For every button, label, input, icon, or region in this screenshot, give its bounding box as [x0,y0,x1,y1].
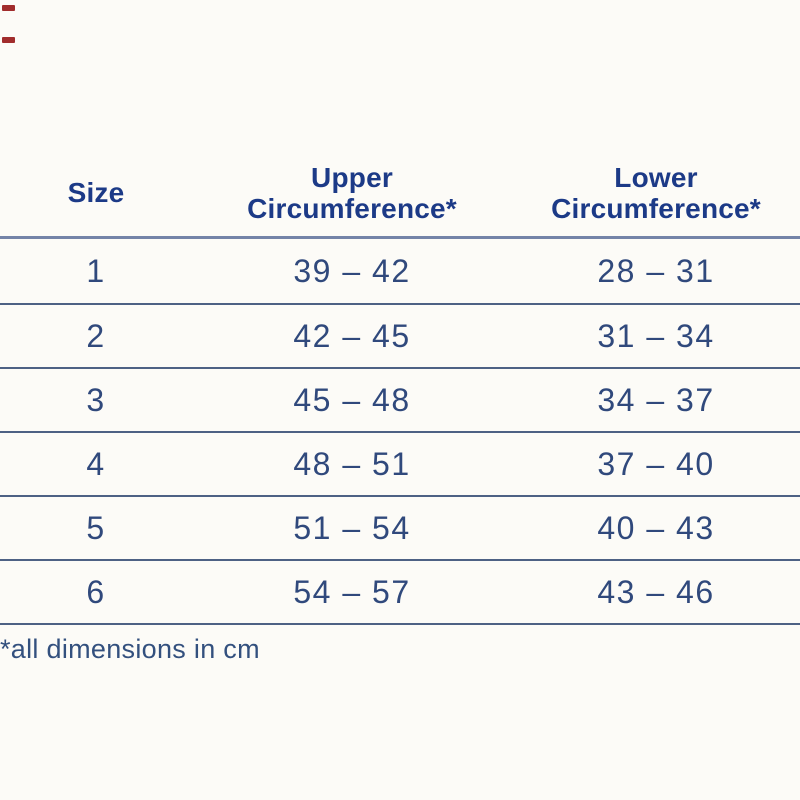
upper-circumference-cell: 51 – 54 [293,509,411,546]
table-body: 1 39 – 42 28 – 31 2 42 – 45 31 – 34 3 45… [0,236,800,625]
table-row: 2 42 – 45 31 – 34 [0,303,800,367]
lower-circumference-cell: 31 – 34 [597,317,715,354]
lower-circumference-cell: 43 – 46 [597,573,715,610]
column-header-lower-circumference: Lower Circumference* [551,161,761,224]
lower-circumference-cell: 40 – 43 [597,509,715,546]
red-crop-mark-top [2,5,15,11]
red-crop-mark-bottom [2,37,15,43]
lower-circumference-cell: 34 – 37 [597,381,715,418]
column-header-size: Size [67,177,125,209]
size-cell: 5 [86,509,106,546]
table-header-row: Size Upper Circumference* Lower Circumfe… [0,150,800,236]
upper-circumference-cell: 54 – 57 [293,573,411,610]
lower-circumference-cell: 37 – 40 [597,445,715,482]
size-cell: 1 [86,252,106,289]
dimensions-footnote: *all dimensions in cm [0,634,260,664]
table-row: 3 45 – 48 34 – 37 [0,367,800,431]
size-cell: 2 [86,317,106,354]
upper-circumference-cell: 48 – 51 [293,445,411,482]
size-cell: 4 [86,445,106,482]
table-row: 4 48 – 51 37 – 40 [0,431,800,495]
upper-circumference-cell: 45 – 48 [293,381,411,418]
lower-circumference-cell: 28 – 31 [597,252,715,289]
upper-circumference-cell: 42 – 45 [293,317,411,354]
table-row: 5 51 – 54 40 – 43 [0,495,800,559]
size-cell: 6 [86,573,106,610]
column-header-upper-circumference: Upper Circumference* [247,161,457,224]
upper-circumference-cell: 39 – 42 [293,252,411,289]
table-row: 1 39 – 42 28 – 31 [0,239,800,303]
table-row: 6 54 – 57 43 – 46 [0,559,800,623]
size-cell: 3 [86,381,106,418]
